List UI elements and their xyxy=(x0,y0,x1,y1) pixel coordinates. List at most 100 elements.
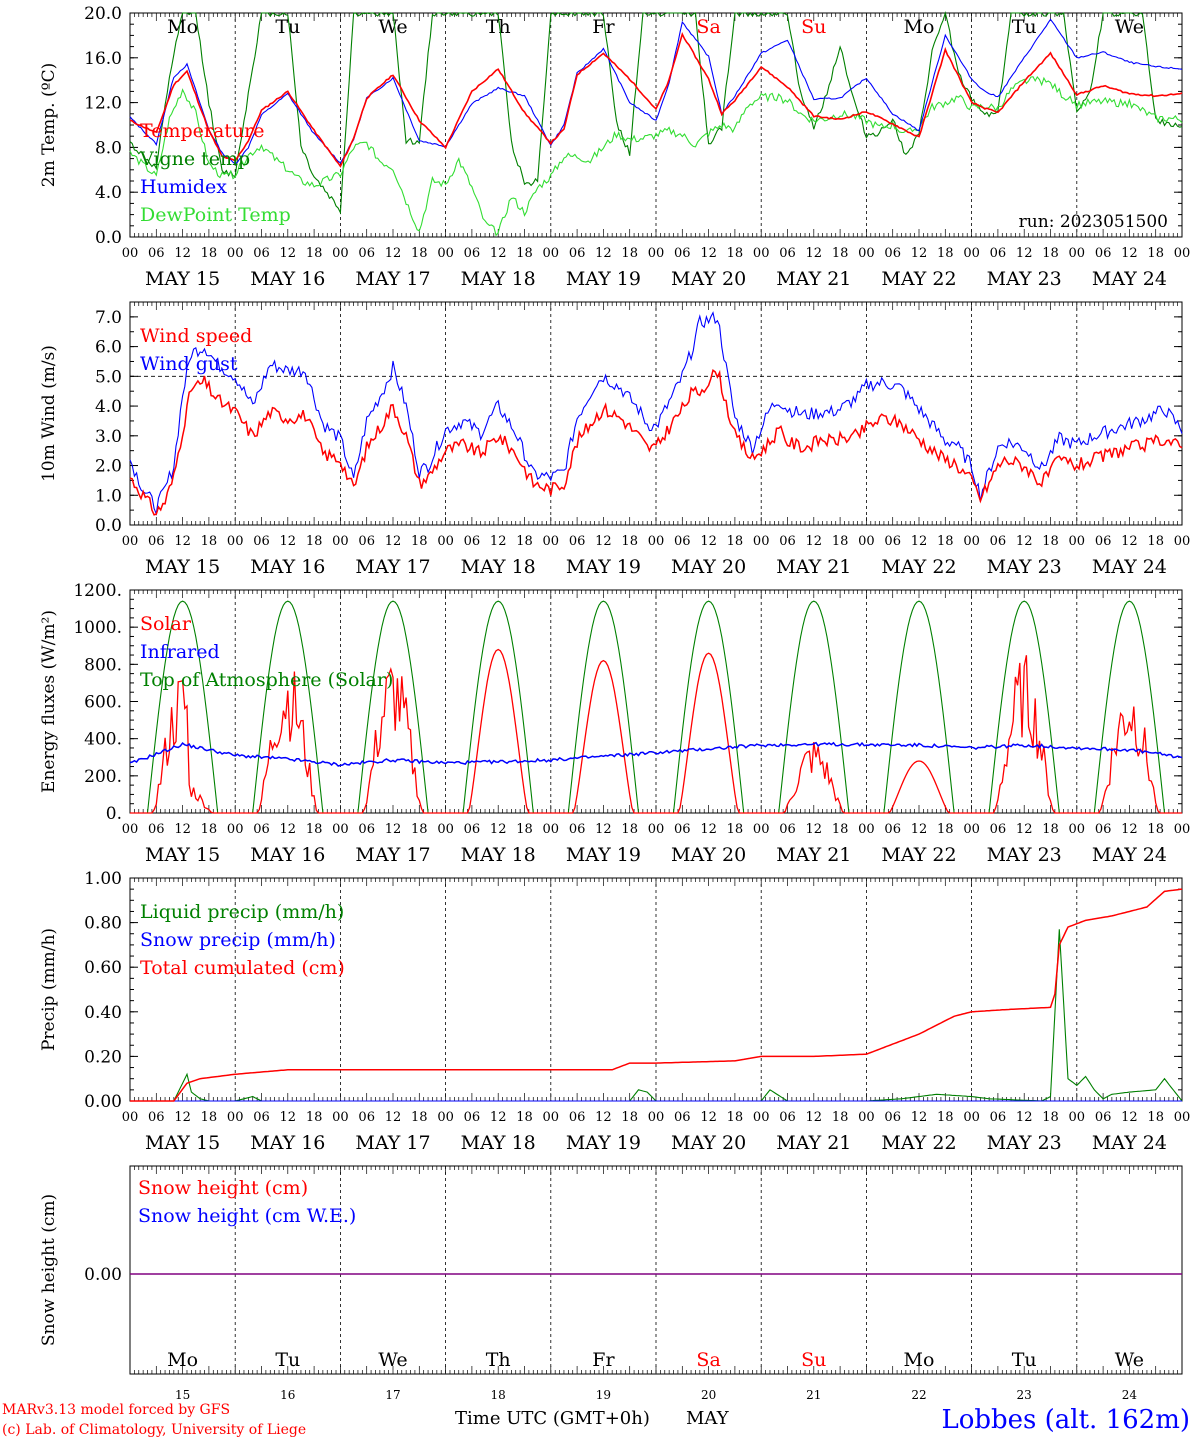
hour-tick-label: 12 xyxy=(174,534,191,549)
legend-entry: Wind speed xyxy=(140,325,252,347)
hour-tick-label: 06 xyxy=(358,822,375,837)
day-label: MAY 17 xyxy=(355,844,430,866)
hour-tick-label: 12 xyxy=(806,246,823,261)
hour-tick-label: 00 xyxy=(437,1110,454,1125)
hour-tick-label: 06 xyxy=(884,822,901,837)
liquid-precip-line xyxy=(130,929,1183,1102)
hour-tick-label: 18 xyxy=(621,822,638,837)
y-tick-label: 12.0 xyxy=(84,94,122,114)
hour-tick-label: 12 xyxy=(700,534,717,549)
hour-tick-label: 12 xyxy=(174,246,191,261)
day-number: 22 xyxy=(911,1388,926,1402)
hour-tick-label: 18 xyxy=(937,822,954,837)
day-label: MAY 15 xyxy=(145,268,220,290)
hour-tick-label: 00 xyxy=(1069,534,1086,549)
day-label: MAY 23 xyxy=(987,268,1062,290)
hour-tick-label: 06 xyxy=(569,246,586,261)
hour-tick-label: 18 xyxy=(1042,1110,1059,1125)
solar-line xyxy=(130,648,1182,814)
day-number: 18 xyxy=(491,1388,506,1402)
hour-tick-label: 06 xyxy=(148,822,165,837)
day-label: MAY 20 xyxy=(671,844,746,866)
hour-tick-label: 06 xyxy=(674,1110,691,1125)
hour-tick-label: 06 xyxy=(253,1110,270,1125)
hour-tick-label: 18 xyxy=(937,534,954,549)
hour-tick-label: 18 xyxy=(201,534,218,549)
hour-tick-label: 18 xyxy=(516,246,533,261)
hour-tick-label: 12 xyxy=(595,246,612,261)
hour-tick-label: 00 xyxy=(332,1110,349,1125)
hour-tick-label: 18 xyxy=(306,822,323,837)
legend-entry: Solar xyxy=(140,613,192,635)
hour-tick-label: 00 xyxy=(543,246,560,261)
weekday-label: Mo xyxy=(904,16,935,38)
month-label: MAY xyxy=(686,1408,730,1429)
hour-tick-label: 06 xyxy=(884,246,901,261)
hour-tick-label: 00 xyxy=(963,246,980,261)
hour-tick-label: 06 xyxy=(569,534,586,549)
day-label: MAY 15 xyxy=(145,844,220,866)
y-tick-label: 0.60 xyxy=(84,958,122,978)
hour-tick-label: 12 xyxy=(1121,246,1138,261)
y-tick-label: 400. xyxy=(84,730,122,750)
y-tick-label: 1.0 xyxy=(95,486,122,506)
y-axis-title: Precip (mm/h) xyxy=(39,928,59,1051)
y-tick-label: 3.0 xyxy=(95,427,122,447)
hour-tick-label: 00 xyxy=(543,1110,560,1125)
hour-tick-label: 12 xyxy=(700,822,717,837)
temp-line-temperature xyxy=(129,31,1183,168)
weekday-label: Tu xyxy=(1012,16,1037,38)
y-tick-label: 5.0 xyxy=(95,367,122,387)
hour-tick-label: 00 xyxy=(227,534,244,549)
day-label: MAY 24 xyxy=(1092,1132,1167,1154)
day-label: MAY 20 xyxy=(671,556,746,578)
hour-tick-label: 06 xyxy=(990,1110,1007,1125)
day-label: MAY 23 xyxy=(987,1132,1062,1154)
hour-tick-label: 00 xyxy=(437,534,454,549)
hour-tick-label: 00 xyxy=(1069,1110,1086,1125)
y-tick-label: 4.0 xyxy=(95,397,122,417)
day-label: MAY 16 xyxy=(250,556,325,578)
day-label: MAY 18 xyxy=(461,556,536,578)
y-tick-label: 0. xyxy=(106,804,122,824)
weekday-label: Tu xyxy=(275,1349,300,1371)
hour-tick-label: 00 xyxy=(753,822,770,837)
y-tick-label: 200. xyxy=(84,767,122,787)
temp-line-vigne-temp xyxy=(129,10,1183,215)
weekday-label: Mo xyxy=(167,16,198,38)
hour-tick-label: 00 xyxy=(648,822,665,837)
weekday-label: We xyxy=(1115,16,1144,38)
y-tick-label: 8.0 xyxy=(95,138,122,158)
y-tick-label: 0.00 xyxy=(84,1265,122,1285)
credit-line: MARv3.13 model forced by GFS xyxy=(2,1402,230,1418)
y-tick-label: 6.0 xyxy=(95,338,122,358)
hour-tick-label: 06 xyxy=(464,822,481,837)
y-tick-label: 0.80 xyxy=(84,914,122,934)
hour-tick-label: 06 xyxy=(253,822,270,837)
day-label: MAY 19 xyxy=(566,844,641,866)
day-label: MAY 19 xyxy=(566,268,641,290)
hour-tick-label: 06 xyxy=(779,534,796,549)
hour-tick-label: 12 xyxy=(1121,1110,1138,1125)
panel-frame xyxy=(129,301,1183,526)
hour-tick-label: 06 xyxy=(569,822,586,837)
hour-tick-label: 00 xyxy=(543,822,560,837)
wind-line-gust xyxy=(129,311,1183,516)
legend-entry: Humidex xyxy=(140,176,227,198)
day-label: MAY 17 xyxy=(355,556,430,578)
hour-tick-label: 06 xyxy=(779,1110,796,1125)
station-label: Lobbes (alt. 162m) xyxy=(941,1405,1190,1435)
hour-tick-label: 00 xyxy=(437,246,454,261)
hour-tick-label: 18 xyxy=(411,1110,428,1125)
hour-tick-label: 12 xyxy=(174,822,191,837)
day-number: 24 xyxy=(1122,1388,1138,1402)
y-tick-label: 4.0 xyxy=(95,183,122,203)
y-tick-label: 0.40 xyxy=(84,1003,122,1023)
day-label: MAY 21 xyxy=(776,844,851,866)
hour-tick-label: 00 xyxy=(648,534,665,549)
temp-line-dewpoint-temp xyxy=(129,76,1183,237)
hour-tick-label: 12 xyxy=(385,246,402,261)
hour-tick-label: 00 xyxy=(858,822,875,837)
hour-tick-label: 18 xyxy=(621,534,638,549)
hour-tick-label: 12 xyxy=(911,246,928,261)
